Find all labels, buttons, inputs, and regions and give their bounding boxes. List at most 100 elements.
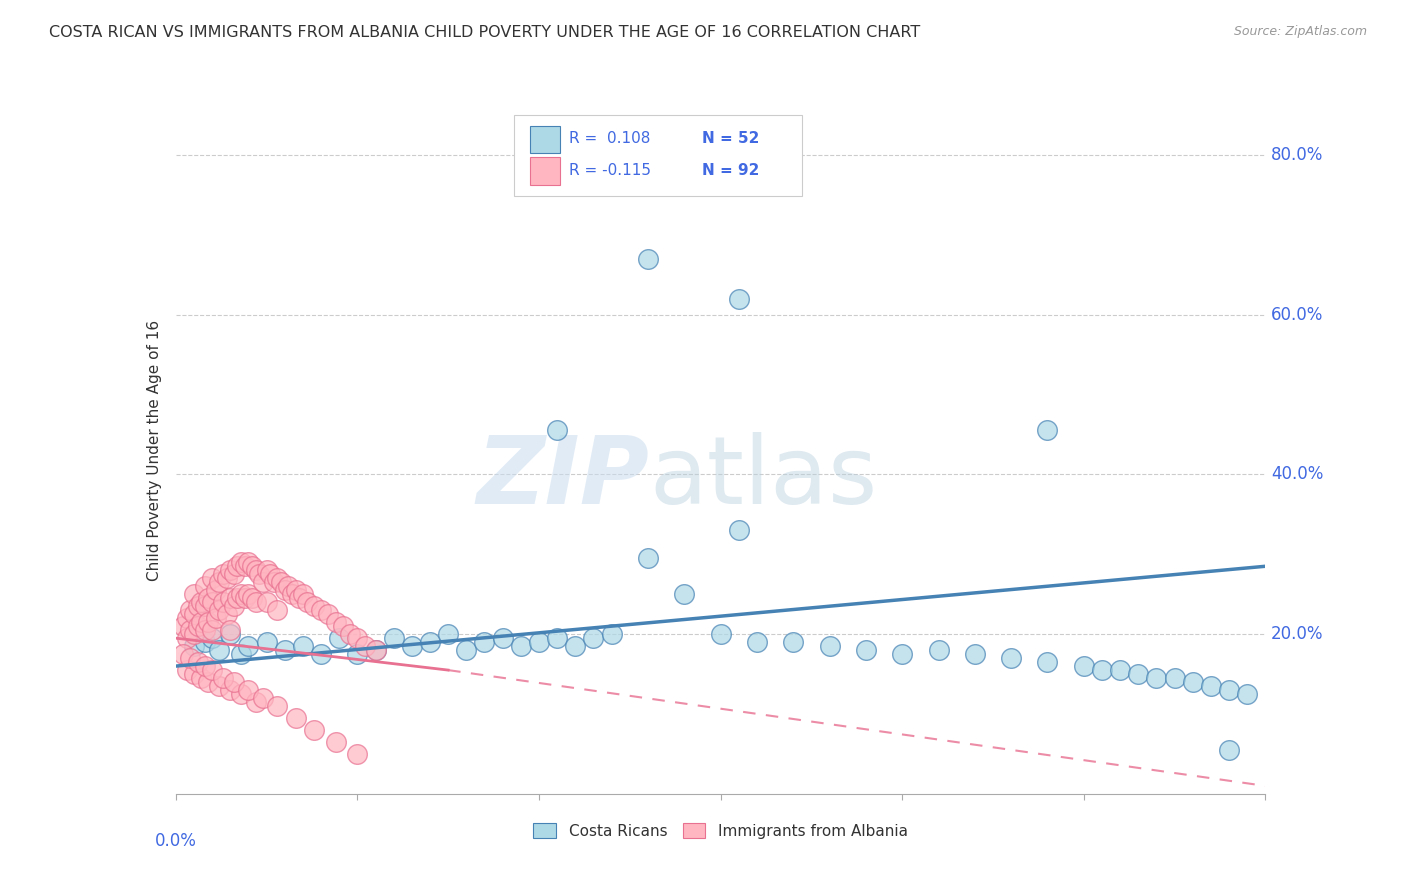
Point <box>201 631 224 645</box>
Point <box>346 647 368 661</box>
Point <box>637 252 659 266</box>
Point <box>252 691 274 706</box>
Point <box>190 671 212 685</box>
Point <box>197 675 219 690</box>
Point <box>263 575 285 590</box>
Point <box>339 627 361 641</box>
Point <box>274 643 297 657</box>
Point <box>266 699 288 714</box>
Point <box>1109 663 1132 677</box>
Point <box>240 559 263 574</box>
Point <box>190 615 212 630</box>
Point <box>291 639 314 653</box>
Point <box>1218 683 1240 698</box>
Point <box>186 655 209 669</box>
Point <box>437 627 460 641</box>
Text: N = 92: N = 92 <box>702 162 759 178</box>
Point <box>277 579 299 593</box>
Point <box>492 631 515 645</box>
Text: 20.0%: 20.0% <box>1271 625 1323 643</box>
Point <box>1199 679 1222 693</box>
Point <box>201 571 224 585</box>
Point <box>238 587 260 601</box>
Point <box>1036 424 1059 438</box>
Point <box>179 603 201 617</box>
Point <box>302 723 325 737</box>
Point <box>219 563 242 577</box>
Point <box>382 631 405 645</box>
Point <box>284 583 307 598</box>
Point <box>600 627 623 641</box>
Text: 0.0%: 0.0% <box>155 831 197 850</box>
Point <box>183 667 205 681</box>
Point <box>509 639 531 653</box>
Point <box>259 567 281 582</box>
Point <box>176 663 198 677</box>
Point <box>710 627 733 641</box>
Point <box>745 635 768 649</box>
Point <box>238 683 260 698</box>
Point <box>190 595 212 609</box>
Point <box>176 611 198 625</box>
Point <box>546 631 568 645</box>
Point <box>295 595 318 609</box>
Point <box>222 599 245 614</box>
FancyBboxPatch shape <box>513 115 803 196</box>
Point <box>238 639 260 653</box>
Point <box>247 567 270 582</box>
Point <box>197 591 219 606</box>
Point <box>252 575 274 590</box>
Point <box>231 647 253 661</box>
Point <box>176 631 198 645</box>
Point <box>274 583 297 598</box>
Point <box>172 619 194 633</box>
Point <box>194 599 217 614</box>
Point <box>546 424 568 438</box>
Point <box>1146 671 1168 685</box>
Text: 80.0%: 80.0% <box>1271 146 1323 164</box>
Point <box>318 607 340 622</box>
Point <box>346 631 368 645</box>
Point <box>172 647 194 661</box>
Point <box>1073 659 1095 673</box>
Point <box>204 611 226 625</box>
Point <box>401 639 423 653</box>
Point <box>183 607 205 622</box>
Point <box>309 647 332 661</box>
Point <box>222 567 245 582</box>
Point <box>855 643 877 657</box>
Point <box>266 571 288 585</box>
Point <box>240 591 263 606</box>
Point <box>215 607 238 622</box>
Point <box>891 647 914 661</box>
Text: R =  0.108: R = 0.108 <box>569 131 651 146</box>
Point <box>219 683 242 698</box>
Legend: Costa Ricans, Immigrants from Albania: Costa Ricans, Immigrants from Albania <box>527 816 914 845</box>
Point <box>256 563 278 577</box>
Y-axis label: Child Poverty Under the Age of 16: Child Poverty Under the Age of 16 <box>146 320 162 581</box>
Point <box>233 559 256 574</box>
Point <box>284 711 307 725</box>
Point <box>215 571 238 585</box>
Text: COSTA RICAN VS IMMIGRANTS FROM ALBANIA CHILD POVERTY UNDER THE AGE OF 16 CORRELA: COSTA RICAN VS IMMIGRANTS FROM ALBANIA C… <box>49 25 921 40</box>
Point <box>582 631 605 645</box>
Text: N = 52: N = 52 <box>702 131 759 146</box>
Point <box>183 627 205 641</box>
Point <box>527 635 550 649</box>
Point <box>325 735 347 749</box>
Point <box>346 747 368 761</box>
Point <box>238 555 260 569</box>
Point <box>194 579 217 593</box>
Point <box>1163 671 1185 685</box>
Point <box>245 563 267 577</box>
Point <box>1218 743 1240 757</box>
Point <box>201 595 224 609</box>
Point <box>179 651 201 665</box>
Point <box>270 575 292 590</box>
Text: R = -0.115: R = -0.115 <box>569 162 651 178</box>
Text: 60.0%: 60.0% <box>1271 306 1323 324</box>
Point <box>928 643 950 657</box>
Point <box>197 615 219 630</box>
Point <box>963 647 986 661</box>
Point <box>208 575 231 590</box>
